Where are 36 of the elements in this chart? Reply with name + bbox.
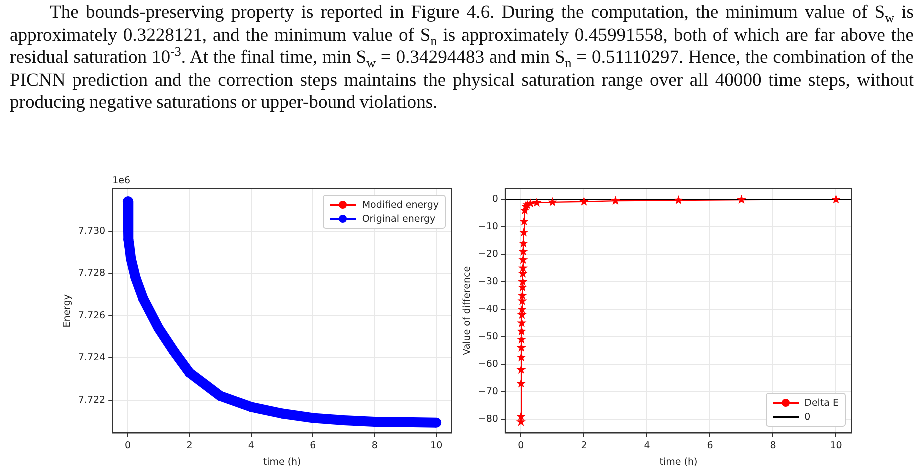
x-tick-label: 8 xyxy=(372,440,378,452)
y-axis-title: Energy xyxy=(62,294,74,328)
legend-label: 0 xyxy=(804,412,811,423)
x-axis-title: time (h) xyxy=(660,456,698,468)
x-tick-label: 8 xyxy=(770,440,776,452)
x-tick-label: 0 xyxy=(125,440,132,452)
y-tick-label: 7.728 xyxy=(78,268,106,280)
legend-label: Original energy xyxy=(362,214,436,224)
legend-label: Modified energy xyxy=(362,200,439,210)
y-tick-label: −60 xyxy=(478,358,498,370)
y-tick-label: −10 xyxy=(478,222,498,233)
y-tick-label: −80 xyxy=(478,414,498,425)
y-tick-label: 7.730 xyxy=(78,226,106,237)
y-tick-label: 7.722 xyxy=(78,394,106,406)
x-axis-title: time (h) xyxy=(263,456,302,468)
x-tick-label: 6 xyxy=(310,440,316,452)
x-tick-label: 10 xyxy=(830,440,842,452)
x-tick-label: 6 xyxy=(707,440,714,452)
text: The bounds-preserving property is reported in Figure 4.6. During the computation, the minimum value of S$_{w}$ is approximately 0.3228121, and the minimum value of S$_{n}$ is approximately 0.45991558, both of which are far above the residual saturation 10$^{-3}$. At the final time, min S$_{w}$ = 0.34294483 and min S$_{n}$ = 0.51110297. Hence, the combination of the PICNN prediction and the correction steps maintains the physical saturation range over all 40000 time steps, without producing negative saturations or upper-bound violations. xyxy=(10,2,914,114)
y-tick-label: −20 xyxy=(478,249,498,260)
text: 1e6 xyxy=(112,176,131,187)
x-tick-label: 4 xyxy=(248,440,254,452)
y-tick-label: 7.726 xyxy=(78,310,106,322)
y-tick-label: 7.724 xyxy=(78,352,106,364)
x-tick-label: 2 xyxy=(581,440,588,452)
x-tick-label: 10 xyxy=(430,440,443,452)
legend-label: Delta E xyxy=(804,398,839,409)
y-tick-label: 0 xyxy=(492,194,498,206)
y-tick-label: −70 xyxy=(478,386,498,398)
y-tick-label: −30 xyxy=(478,276,498,288)
y-tick-label: −50 xyxy=(478,332,498,343)
x-tick-label: 2 xyxy=(186,440,193,452)
x-tick-label: 0 xyxy=(518,440,524,452)
x-tick-label: 4 xyxy=(644,440,650,452)
y-tick-label: −40 xyxy=(478,304,498,316)
y-axis-title: Value of difference xyxy=(462,266,474,356)
